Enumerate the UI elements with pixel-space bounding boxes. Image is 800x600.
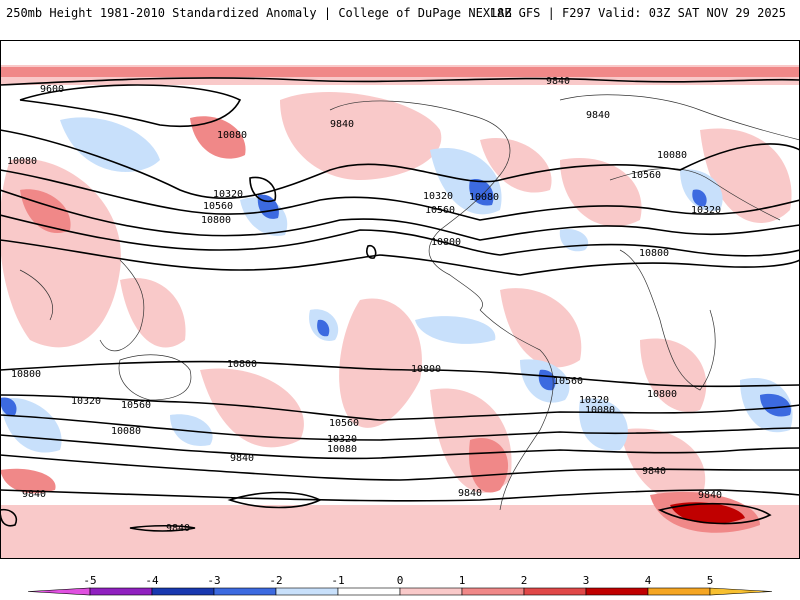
contour-label: 10320 <box>579 395 609 406</box>
contour-label: 9840 <box>546 76 570 87</box>
contour-label: 10800 <box>647 389 677 400</box>
contour-label: 10800 <box>431 237 461 248</box>
colorbar-tick-label: 0 <box>397 574 404 587</box>
colorbar-tick-label: -4 <box>145 574 159 587</box>
colorbar: -5 -4 -3 -2 -1 0 1 2 3 4 5 <box>27 574 773 596</box>
contour-label: 10320 <box>327 434 357 445</box>
colorbar-segment <box>275 587 339 596</box>
colorbar-segment <box>523 587 587 596</box>
colorbar-segments <box>27 587 773 596</box>
contour-label: 10320 <box>691 205 721 216</box>
colorbar-tick-label: 1 <box>459 574 466 587</box>
contour-label: 10560 <box>329 418 359 429</box>
colorbar-segment <box>585 587 649 596</box>
colorbar-segment <box>151 587 215 596</box>
contour-label: 9840 <box>330 119 354 130</box>
contour-label: 10080 <box>7 156 37 167</box>
colorbar-tick-label: -5 <box>83 574 96 587</box>
coastlines <box>19 94 800 511</box>
contour-label: 10080 <box>469 192 499 203</box>
contour-label: 9840 <box>166 523 190 534</box>
contour-label: 9840 <box>22 489 46 500</box>
contour-label: 10320 <box>423 191 453 202</box>
contour-label: 10800 <box>411 364 441 375</box>
colorbar-ticks: -5 -4 -3 -2 -1 0 1 2 3 4 5 <box>83 574 713 587</box>
contour-label: 10080 <box>217 130 247 141</box>
contour-label: 10080 <box>657 150 687 161</box>
contour-label: 10800 <box>227 359 257 370</box>
contour-label: 10800 <box>11 369 41 380</box>
colorbar-tick-label: -3 <box>207 574 220 587</box>
height-contours <box>0 77 800 532</box>
contour-label: 10560 <box>553 376 583 387</box>
contour-label: 9600 <box>40 84 64 95</box>
colorbar-tick-label: 4 <box>645 574 652 587</box>
contour-label: 9840 <box>230 453 254 464</box>
strong-positive-anomaly-shading <box>0 67 800 533</box>
contour-label: 9840 <box>586 110 610 121</box>
contour-label: 10560 <box>425 205 455 216</box>
contour-label: 9840 <box>698 490 722 501</box>
contour-label: 10080 <box>111 426 141 437</box>
contour-label: 10560 <box>121 400 151 411</box>
contour-label: 10080 <box>585 405 615 416</box>
contour-label: 10560 <box>203 201 233 212</box>
colorbar-segment <box>399 587 463 596</box>
colorbar-tick-label: 5 <box>707 574 714 587</box>
colorbar-tick-label: -2 <box>269 574 282 587</box>
colorbar-tick-label: -1 <box>331 574 344 587</box>
colorbar-tick-label: 2 <box>521 574 528 587</box>
contour-labels: 9600 9840 10080 9840 10320 10560 10800 1… <box>7 76 722 534</box>
contour-label: 9840 <box>642 466 666 477</box>
extreme-positive-anomaly-shading <box>670 502 745 524</box>
contour-label: 10800 <box>201 215 231 226</box>
anomaly-map: 9600 9840 10080 9840 10320 10560 10800 1… <box>0 40 800 559</box>
colorbar-segment <box>337 587 401 596</box>
colorbar-segment <box>709 587 773 596</box>
contour-label: 10560 <box>631 170 661 181</box>
map-title: 250mb Height 1981-2010 Standardized Anom… <box>6 6 512 20</box>
contour-label: 10320 <box>213 189 243 200</box>
contour-label: 10800 <box>639 248 669 259</box>
model-run-info: 18Z GFS | F297 Valid: 03Z SAT NOV 29 202… <box>489 6 786 20</box>
contour-label: 10080 <box>327 444 357 455</box>
colorbar-tick-label: 3 <box>583 574 590 587</box>
colorbar-segment <box>89 587 153 596</box>
contour-label: 9840 <box>458 488 482 499</box>
colorbar-segment <box>647 587 711 596</box>
colorbar-segment <box>461 587 525 596</box>
colorbar-segment <box>27 587 91 596</box>
colorbar-segment <box>213 587 277 596</box>
contour-label: 10320 <box>71 396 101 407</box>
